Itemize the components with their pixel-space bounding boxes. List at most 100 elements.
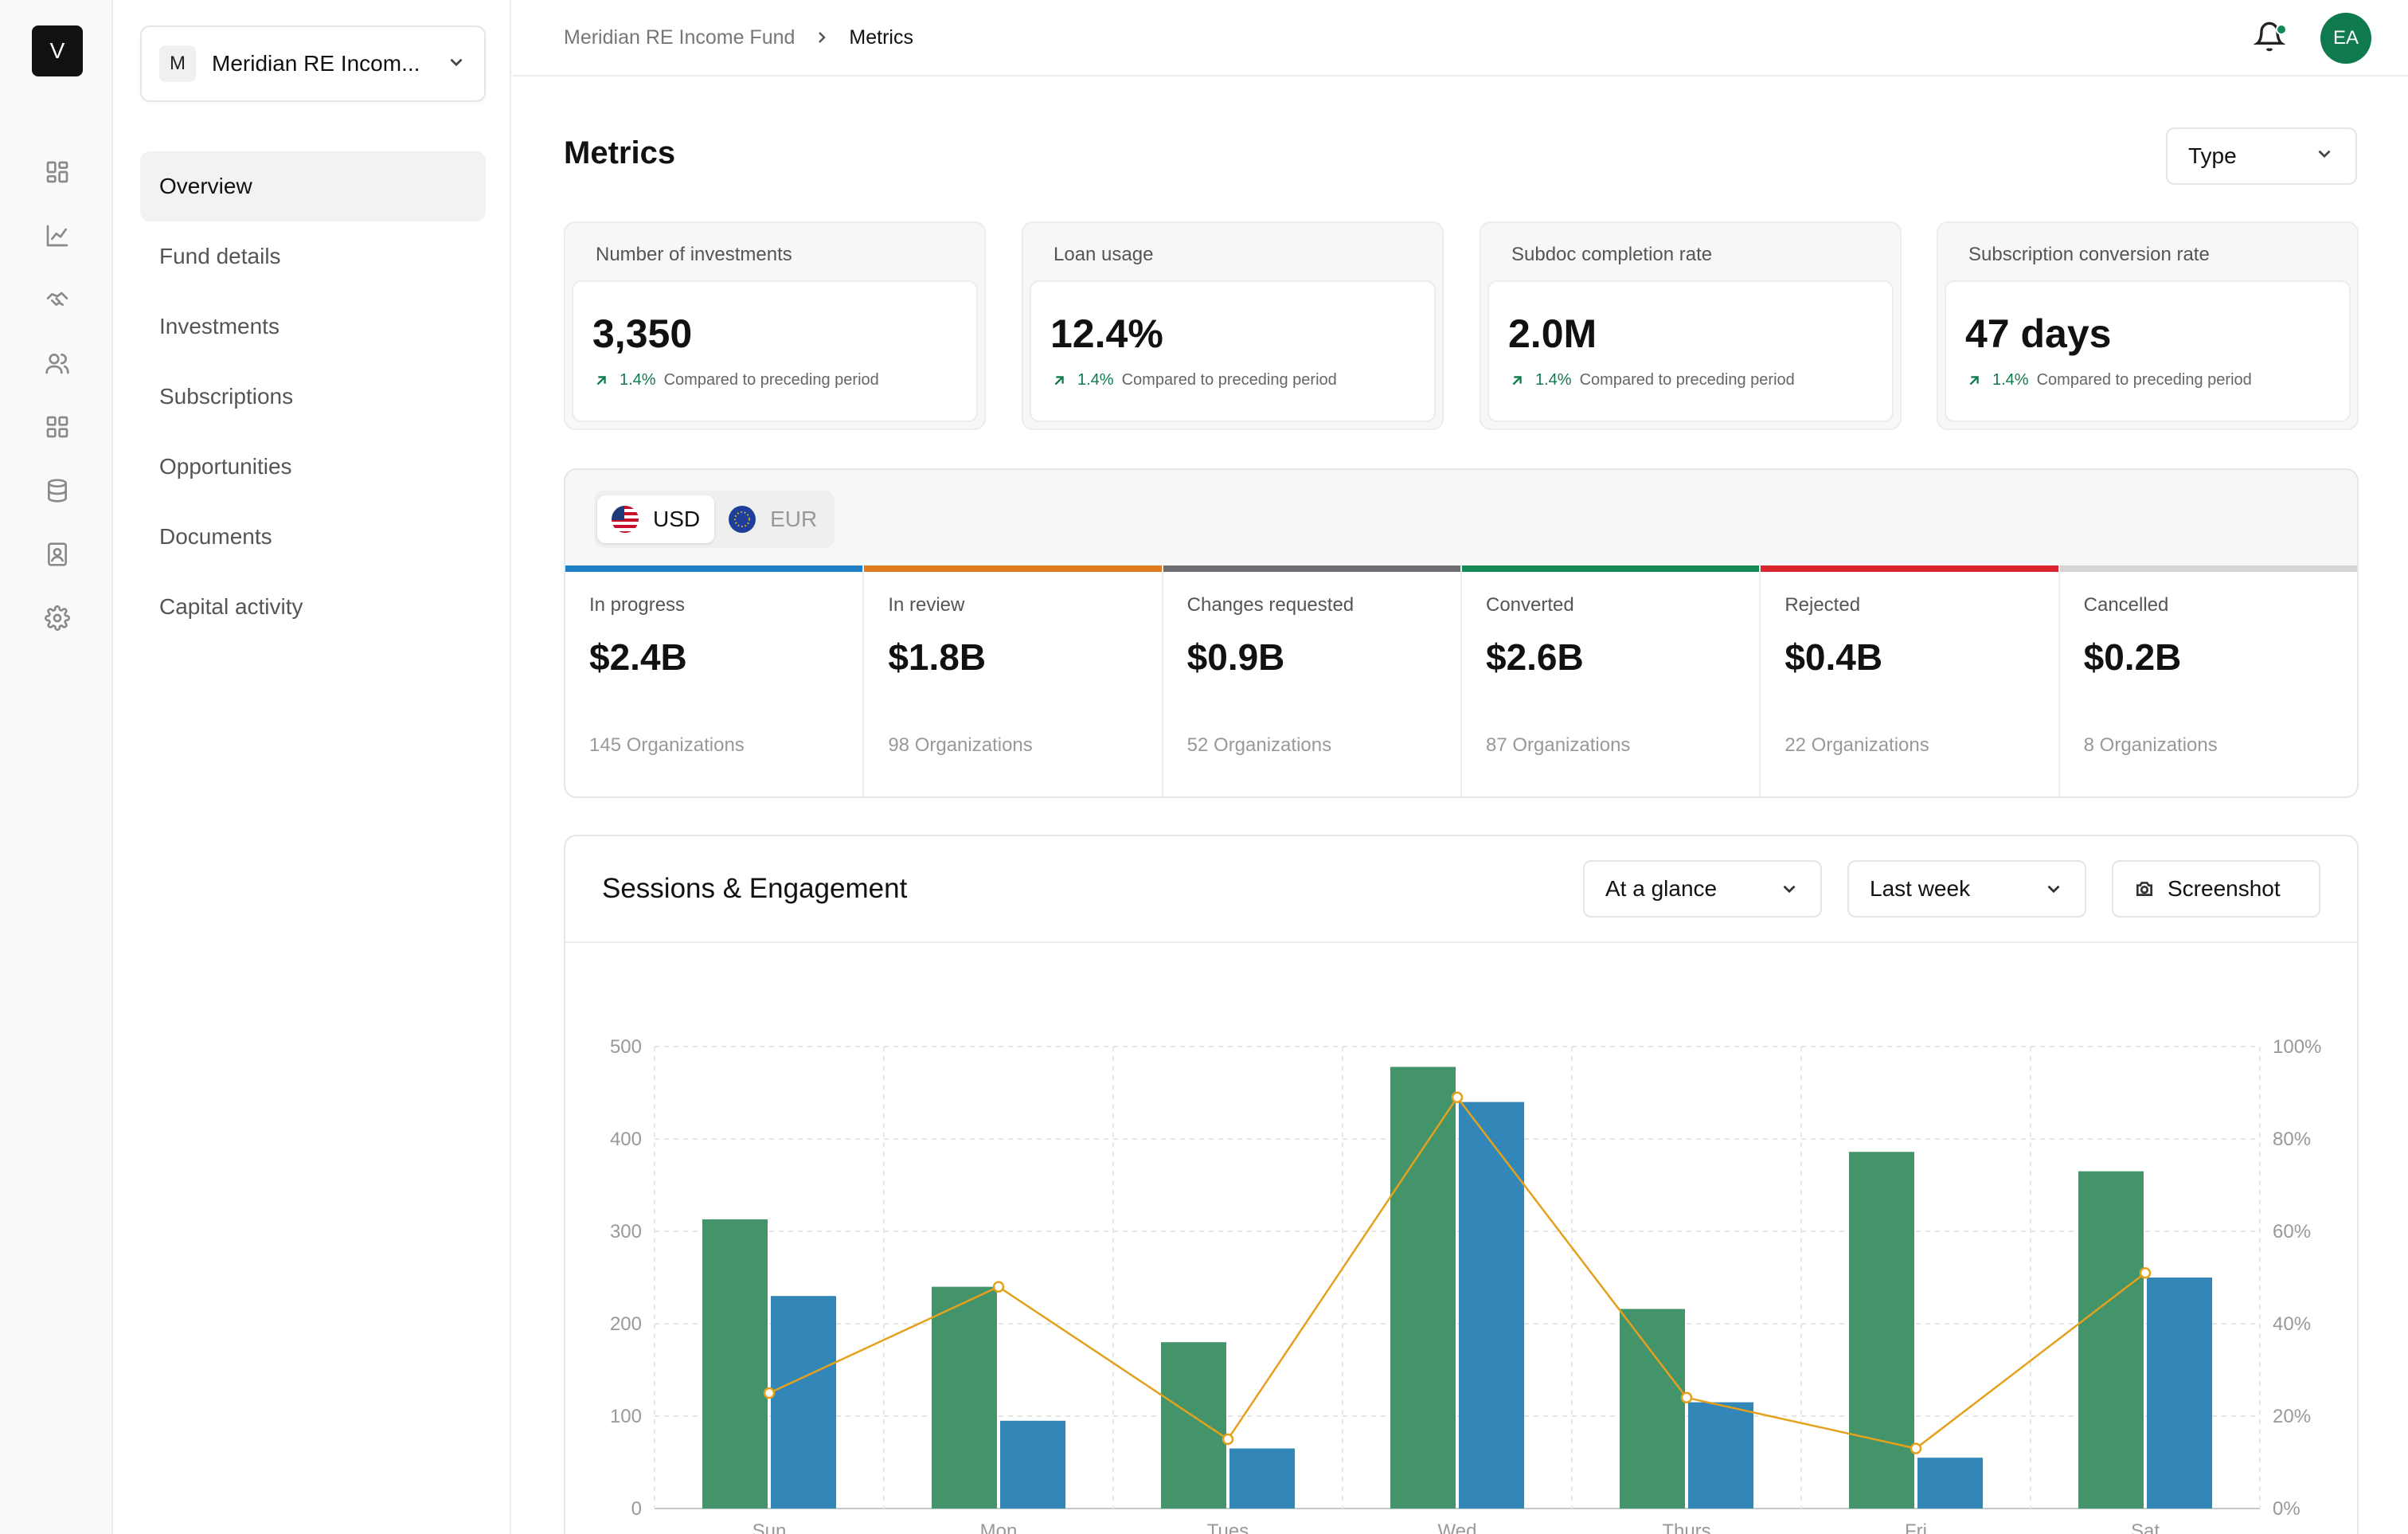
kpi-card-subdoc-completion: Subdoc completion rate 2.0M 1.4% Compare…: [1480, 221, 1902, 430]
kpi-label: Subscription conversion rate: [1968, 244, 2210, 265]
fund-name: Meridian RE Incom...: [212, 51, 420, 76]
stage-label: Cancelled: [2083, 594, 2169, 616]
stage-label: Changes requested: [1186, 594, 1354, 616]
y-right-tick-label: 60%: [2273, 1221, 2311, 1242]
x-tick-label: Wed: [1438, 1520, 1477, 1534]
eu-flag-icon: [729, 506, 756, 533]
stage-value: $0.9B: [1186, 636, 1285, 678]
stage-changes-requested[interactable]: Changes requested $0.9B 52 Organizations: [1163, 565, 1462, 796]
type-dropdown[interactable]: Type: [2166, 127, 2357, 185]
stage-label: Rejected: [1784, 594, 1861, 616]
arrow-up-right-icon: [1054, 375, 1064, 385]
top-bar: Meridian RE Income Fund Metrics EA: [513, 0, 2408, 76]
y-right-tick-label: 40%: [2273, 1313, 2311, 1335]
stage-converted[interactable]: Converted $2.6B 87 Organizations: [1461, 565, 1761, 796]
currency-eur[interactable]: EUR: [714, 495, 831, 543]
line-point-sun: [763, 1387, 776, 1399]
currency-usd[interactable]: USD: [597, 495, 715, 543]
bar-2020-thurs: [1620, 1309, 1685, 1509]
breadcrumb-parent[interactable]: Meridian RE Income Fund: [564, 25, 796, 49]
chart-line-icon[interactable]: [41, 220, 73, 252]
app-rail: V: [0, 0, 113, 1534]
users-icon[interactable]: [41, 347, 73, 379]
stage-orgs: 52 Organizations: [1186, 734, 1332, 756]
line-point-wed: [1451, 1091, 1464, 1104]
y-right-tick-label: 100%: [2273, 1036, 2321, 1058]
kpi-card-loan-usage: Loan usage 12.4% 1.4% Compared to preced…: [1022, 221, 1444, 430]
stage-value: $1.8B: [888, 636, 987, 678]
kpi-trend: 1.4% Compared to preceding period: [592, 371, 879, 389]
contact-book-icon[interactable]: [41, 538, 73, 570]
user-avatar[interactable]: EA: [2320, 13, 2371, 64]
stage-orgs: 8 Organizations: [2083, 734, 2218, 756]
fund-avatar: M: [159, 45, 196, 82]
kpi-trend: 1.4% Compared to preceding period: [1508, 371, 1795, 389]
kpi-label: Subdoc completion rate: [1511, 244, 1713, 265]
app-logo[interactable]: V: [32, 25, 83, 76]
kpi-compare: Compared to preceding period: [663, 371, 879, 389]
kpi-change: 1.4%: [1992, 371, 2029, 389]
engagement-title: Sessions & Engagement: [602, 873, 908, 904]
arrow-up-right-icon: [1969, 375, 1979, 385]
stage-label: In review: [888, 594, 965, 616]
handshake-icon[interactable]: [41, 284, 73, 315]
stage-value: $2.6B: [1485, 636, 1584, 678]
period-dropdown[interactable]: Last week: [1847, 860, 2086, 918]
view-dropdown[interactable]: At a glance: [1583, 860, 1822, 918]
sidebar-item-overview[interactable]: Overview: [140, 151, 486, 221]
arrow-up-right-icon: [596, 375, 606, 385]
y-left-tick-label: 100: [610, 1406, 642, 1427]
dashboard-icon[interactable]: [41, 156, 73, 188]
x-tick-label: Sun: [752, 1520, 787, 1534]
chevron-down-icon: [1783, 885, 1796, 894]
currency-toggle: USD EUR: [594, 491, 835, 548]
x-tick-label: Thurs: [1662, 1520, 1710, 1534]
sidebar: M Meridian RE Incom... Overview Fund det…: [115, 0, 511, 1534]
sidebar-item-documents[interactable]: Documents: [159, 524, 272, 549]
sidebar-item-opportunities[interactable]: Opportunities: [159, 454, 292, 479]
x-tick-label: Mon: [980, 1520, 1018, 1534]
gear-icon[interactable]: [41, 602, 73, 634]
sidebar-item-investments[interactable]: Investments: [159, 314, 280, 338]
y-left-tick-label: 300: [610, 1221, 642, 1242]
stage-orgs: 145 Organizations: [589, 734, 745, 756]
stage-in-progress[interactable]: In progress $2.4B 145 Organizations: [565, 565, 865, 796]
bar-2021-wed: [1459, 1102, 1524, 1509]
y-left-tick-label: 200: [610, 1313, 642, 1335]
sidebar-item-capital-activity[interactable]: Capital activity: [159, 594, 303, 619]
line-point-tues: [1222, 1433, 1234, 1446]
stage-value: $2.4B: [589, 636, 687, 678]
screenshot-button[interactable]: Screenshot: [2112, 860, 2320, 918]
y-left-tick-label: 500: [610, 1036, 642, 1058]
database-icon[interactable]: [41, 475, 73, 507]
chevron-down-icon: [2047, 885, 2060, 894]
bell-icon[interactable]: [2253, 21, 2289, 56]
x-tick-label: Tues: [1207, 1520, 1249, 1534]
kpi-change: 1.4%: [1535, 371, 1572, 389]
x-tick-label: Sat: [2131, 1520, 2160, 1534]
y-right-tick-label: 80%: [2273, 1129, 2311, 1150]
sidebar-item-subscriptions[interactable]: Subscriptions: [159, 384, 294, 409]
bar-2020-tues: [1161, 1342, 1226, 1509]
stage-rejected[interactable]: Rejected $0.4B 22 Organizations: [1761, 565, 2060, 796]
currency-eur-label: EUR: [770, 507, 818, 531]
kpi-trend: 1.4% Compared to preceding period: [1050, 371, 1337, 389]
stage-cancelled[interactable]: Cancelled $0.2B 8 Organizations: [2059, 565, 2357, 796]
bar-2020-sat: [2078, 1171, 2144, 1509]
sidebar-item-fund-details[interactable]: Fund details: [159, 244, 281, 268]
engagement-card: Sessions & Engagement At a glance Last w…: [564, 835, 2359, 1534]
kpi-change: 1.4%: [1077, 371, 1114, 389]
stage-value: $0.4B: [1784, 636, 1883, 678]
y-left-tick-label: 400: [610, 1129, 642, 1150]
chevron-down-icon: [2314, 143, 2335, 170]
fund-selector[interactable]: M Meridian RE Incom...: [140, 25, 486, 102]
stage-in-review[interactable]: In review $1.8B 98 Organizations: [864, 565, 1163, 796]
kpi-trend: 1.4% Compared to preceding period: [1965, 371, 2252, 389]
line-point-mon: [992, 1281, 1005, 1293]
camera-icon: [2136, 882, 2153, 896]
apps-grid-icon[interactable]: [41, 411, 73, 443]
kpi-value: 12.4%: [1050, 311, 1163, 356]
notification-dot: [2276, 24, 2287, 35]
bar-2021-thurs: [1688, 1402, 1753, 1509]
kpi-compare: Compared to preceding period: [1121, 371, 1337, 389]
